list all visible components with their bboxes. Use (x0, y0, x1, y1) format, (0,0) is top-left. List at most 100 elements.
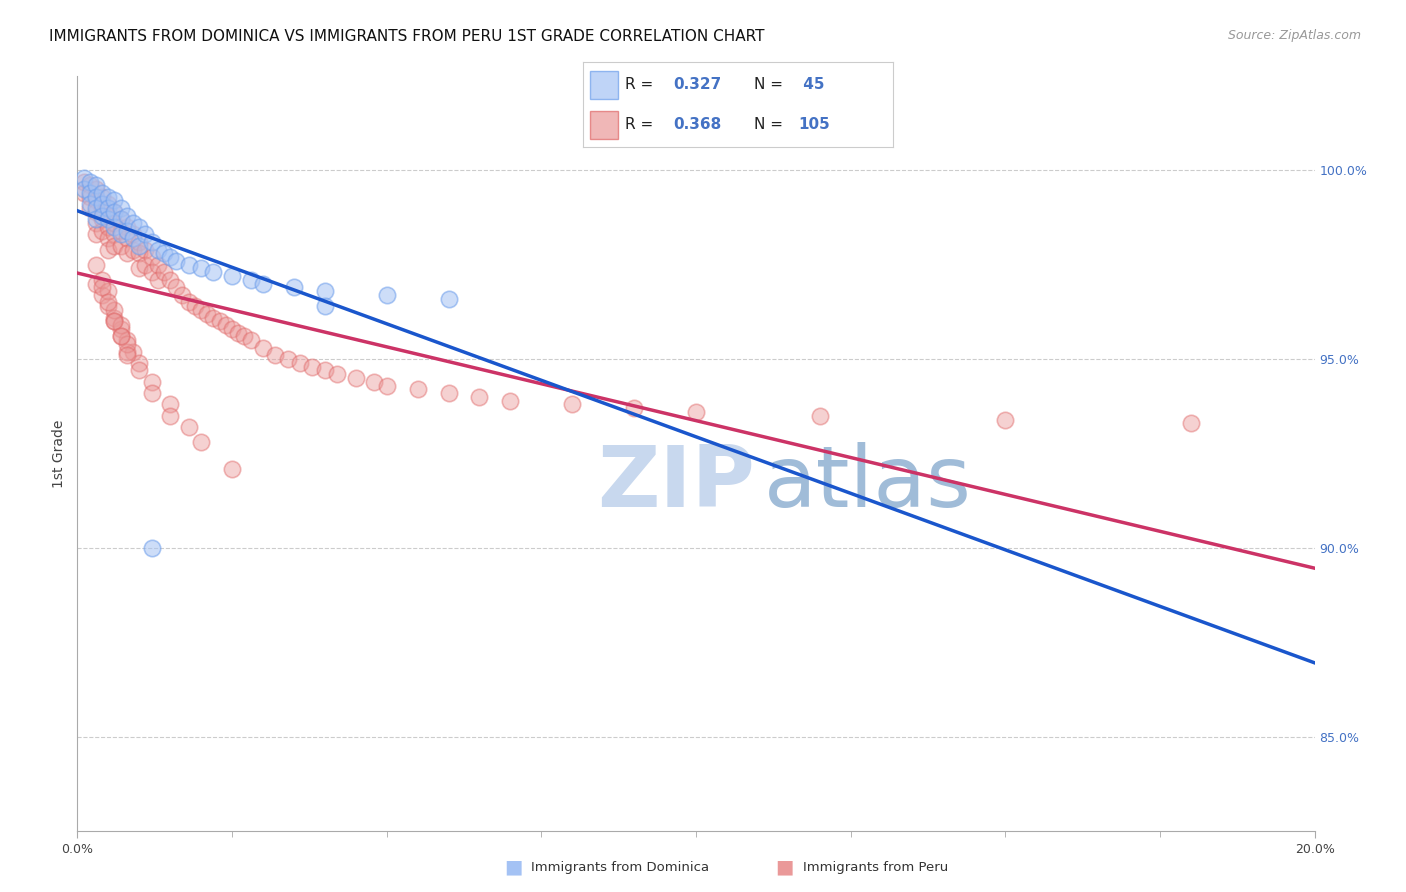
Point (79, 197, 101, 211)
Point (91, 197, 114, 211)
Point (239, 333, 262, 347)
Point (115, 337, 138, 351)
Point (468, 390, 491, 404)
Point (79, 201, 101, 215)
Point (72, 186, 94, 200)
Point (110, 329, 132, 343)
Point (202, 265, 225, 279)
Point (283, 280, 305, 294)
Point (437, 386, 460, 401)
Point (110, 212, 132, 227)
Point (84, 182, 107, 196)
Point (84, 216, 107, 230)
Point (153, 265, 176, 279)
Point (190, 435, 212, 450)
Text: Source: ZipAtlas.com: Source: ZipAtlas.com (1227, 29, 1361, 42)
Point (115, 246, 138, 260)
Point (103, 219, 125, 234)
Point (165, 254, 187, 268)
Text: ZIP: ZIP (598, 442, 755, 525)
Point (91, 201, 114, 215)
Point (110, 239, 132, 253)
Point (122, 243, 145, 257)
Point (91, 280, 114, 294)
Point (202, 310, 225, 325)
Bar (589, 71, 617, 99)
Point (97, 209, 120, 223)
Point (97, 219, 120, 234)
Point (685, 405, 707, 419)
Point (103, 310, 125, 325)
Point (84, 212, 107, 227)
Point (84, 258, 107, 272)
Point (159, 250, 181, 264)
Point (84, 178, 107, 193)
Point (128, 219, 150, 234)
Point (233, 329, 256, 343)
Point (561, 397, 583, 411)
Point (103, 204, 125, 219)
Point (115, 231, 138, 245)
Text: N =: N = (754, 77, 783, 92)
Point (84, 201, 107, 215)
Point (141, 375, 163, 389)
Point (91, 288, 114, 302)
Point (134, 227, 156, 242)
Text: N =: N = (754, 117, 783, 132)
Point (115, 344, 138, 359)
Point (103, 216, 125, 230)
Text: 0.368: 0.368 (673, 117, 721, 132)
Point (177, 295, 200, 310)
Text: ■: ■ (503, 857, 523, 877)
Point (159, 409, 181, 423)
Point (239, 273, 262, 287)
Point (252, 341, 274, 355)
Point (91, 212, 114, 227)
Point (141, 386, 163, 401)
Point (128, 261, 150, 276)
Text: R =: R = (626, 117, 654, 132)
Point (97, 231, 120, 245)
Point (226, 326, 249, 340)
Point (97, 243, 120, 257)
Point (264, 348, 287, 362)
Point (97, 201, 120, 215)
Point (314, 299, 336, 313)
Point (110, 318, 132, 333)
Point (115, 333, 138, 347)
Y-axis label: 1st Grade: 1st Grade (52, 419, 66, 488)
Point (363, 375, 385, 389)
Point (91, 209, 114, 223)
Point (141, 541, 163, 555)
Point (146, 273, 169, 287)
Text: R =: R = (626, 77, 654, 92)
Text: ■: ■ (775, 857, 794, 877)
Point (146, 258, 169, 272)
Point (314, 284, 336, 298)
Point (97, 284, 120, 298)
Point (375, 378, 398, 392)
Point (84, 190, 107, 204)
Point (72, 170, 94, 185)
Text: Immigrants from Peru: Immigrants from Peru (803, 861, 948, 873)
Point (110, 212, 132, 227)
Point (252, 277, 274, 291)
Point (165, 280, 187, 294)
Point (128, 239, 150, 253)
Point (277, 352, 299, 367)
Point (499, 393, 522, 408)
Point (375, 288, 398, 302)
Point (128, 363, 150, 377)
Point (215, 318, 238, 333)
Point (79, 175, 101, 189)
Point (141, 265, 163, 279)
Point (110, 329, 132, 343)
Point (84, 277, 107, 291)
Point (97, 295, 120, 310)
Point (190, 303, 212, 318)
Point (122, 231, 145, 245)
Point (190, 261, 212, 276)
Point (314, 363, 336, 377)
Point (122, 227, 145, 242)
Point (91, 190, 114, 204)
